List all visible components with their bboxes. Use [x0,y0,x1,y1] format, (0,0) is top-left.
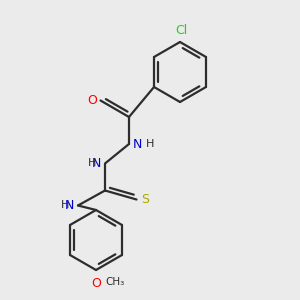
Text: CH₃: CH₃ [105,277,124,286]
Text: N: N [92,157,101,170]
Text: H: H [146,139,154,149]
Text: N: N [65,199,74,212]
Text: N: N [133,137,142,151]
Text: O: O [91,277,101,290]
Text: H: H [61,200,69,211]
Text: Cl: Cl [176,24,188,37]
Text: S: S [141,193,149,206]
Text: H: H [88,158,96,169]
Text: O: O [87,94,97,107]
